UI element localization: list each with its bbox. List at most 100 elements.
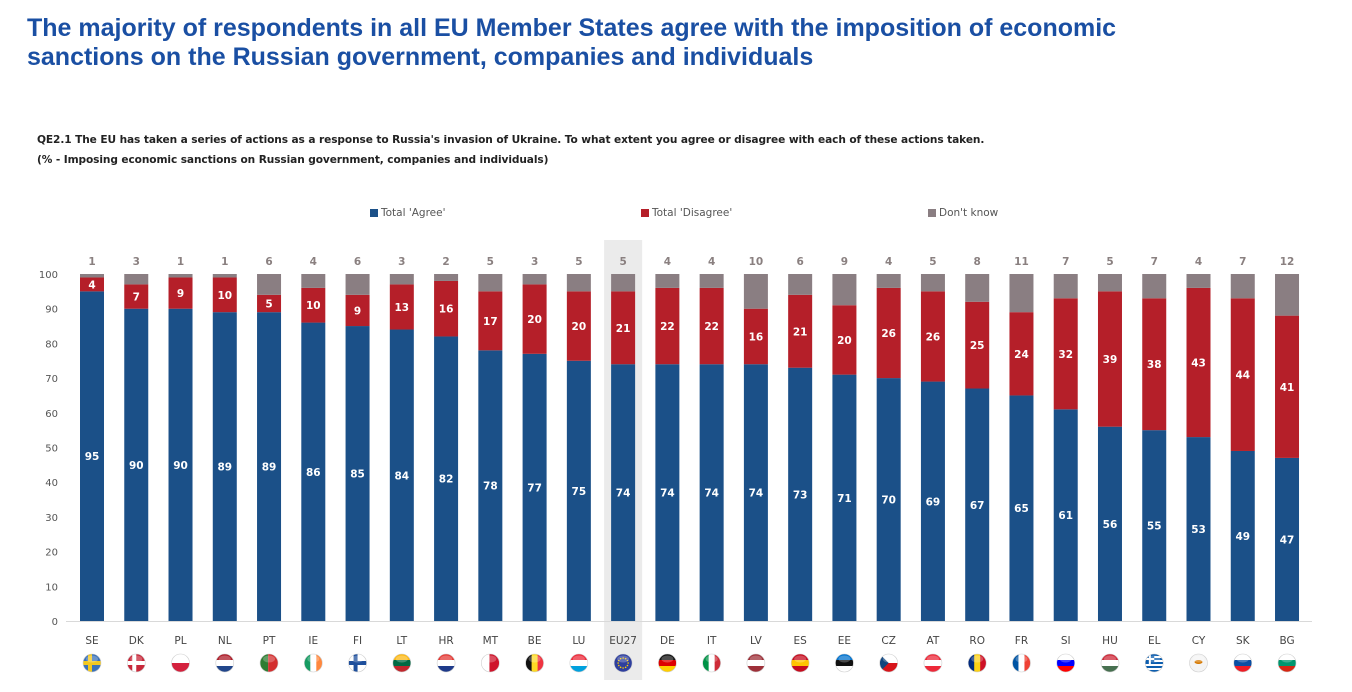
x-tick-label: FR <box>1015 635 1028 647</box>
data-label-agree: 65 <box>1014 503 1029 515</box>
data-label-agree: 90 <box>129 460 144 472</box>
data-label-disagree: 22 <box>704 321 719 333</box>
x-tick-label: SI <box>1061 635 1071 647</box>
data-label-agree: 89 <box>217 462 232 474</box>
x-tick-label: DK <box>129 635 145 647</box>
bar-disagree-cy <box>1186 287 1211 438</box>
data-label-disagree: 25 <box>970 340 985 352</box>
data-label-agree: 85 <box>350 469 365 481</box>
flag-icon-be <box>525 653 544 673</box>
data-label-dont-know: 6 <box>354 256 361 268</box>
bar-disagree-pl <box>168 277 193 309</box>
x-tick-label: HR <box>438 635 453 647</box>
data-label-agree: 70 <box>881 495 896 507</box>
data-label-agree: 74 <box>660 488 675 500</box>
data-label-disagree: 13 <box>395 302 410 314</box>
flag-icon-ee <box>835 653 854 673</box>
y-tick-label: 30 <box>45 513 58 524</box>
bar-agree-at <box>920 381 945 621</box>
bar-dontknow-si <box>1053 274 1078 299</box>
bar-disagree-ro <box>965 301 990 389</box>
flag-icon-lv <box>746 653 766 673</box>
x-tick-label: EE <box>838 635 851 647</box>
data-label-agree: 56 <box>1103 519 1118 531</box>
bar-agree-el <box>1142 430 1167 621</box>
bar-agree-si <box>1053 409 1078 621</box>
data-label-dont-know: 1 <box>88 256 95 268</box>
data-label-disagree: 17 <box>483 316 498 328</box>
bar-dontknow-mt <box>478 274 503 292</box>
y-tick-label: 40 <box>45 478 58 489</box>
data-label-disagree: 16 <box>749 331 764 343</box>
x-tick-label: NL <box>218 635 232 647</box>
data-label-disagree: 5 <box>265 298 272 310</box>
bar-disagree-si <box>1053 298 1078 410</box>
page-title: The majority of respondents in all EU Me… <box>27 14 1327 72</box>
bar-agree-bg <box>1275 457 1300 621</box>
bar-agree-cz <box>876 378 901 621</box>
data-label-dont-know: 9 <box>841 256 848 268</box>
data-label-agree: 89 <box>262 462 277 474</box>
bar-agree-hu <box>1097 426 1122 621</box>
bar-dontknow-el <box>1142 274 1167 299</box>
data-label-disagree: 21 <box>793 326 808 338</box>
bar-disagree-lu <box>566 291 591 361</box>
bar-dontknow-fr <box>1009 274 1034 313</box>
x-tick-label: AT <box>927 635 940 647</box>
bar-agree-se <box>80 291 104 621</box>
bar-disagree-eu27 <box>611 291 636 365</box>
legend-label-disagree: Total 'Disagree' <box>652 207 733 219</box>
flag-icon-lt <box>392 653 412 673</box>
bar-disagree-at <box>920 291 945 382</box>
data-label-disagree: 10 <box>217 290 232 302</box>
data-label-dont-know: 4 <box>1195 256 1202 268</box>
bar-disagree-fr <box>1009 312 1034 396</box>
bar-dontknow-nl <box>212 274 237 278</box>
bar-disagree-nl <box>212 277 237 313</box>
data-label-agree: 74 <box>616 488 631 500</box>
x-tick-label: LU <box>572 635 585 647</box>
flag-icon-pt <box>259 653 279 673</box>
legend-swatch-agree <box>370 209 378 217</box>
y-tick-label: 0 <box>52 617 58 628</box>
bar-dontknow-hu <box>1097 274 1122 292</box>
data-label-agree: 67 <box>970 500 985 512</box>
data-label-dont-know: 4 <box>708 256 715 268</box>
data-label-dont-know: 3 <box>531 256 538 268</box>
legend-item-agree: Total 'Agree' <box>370 207 446 219</box>
x-tick-label: IE <box>308 635 318 647</box>
x-tick-label: CY <box>1192 635 1206 647</box>
bar-agree-sk <box>1230 450 1255 621</box>
bar-disagree-bg <box>1275 315 1300 458</box>
bar-dontknow-be <box>522 274 547 285</box>
bar-agree-nl <box>212 312 237 621</box>
flag-icon-cy <box>1189 653 1208 673</box>
bar-dontknow-hr <box>434 274 459 281</box>
bar-disagree-mt <box>478 291 503 351</box>
flag-icon-hu <box>1100 653 1120 673</box>
bar-dontknow-ro <box>965 274 990 302</box>
x-tick-label: HU <box>1102 635 1118 647</box>
data-label-dont-know: 5 <box>1106 256 1113 268</box>
bar-disagree-hr <box>434 280 459 337</box>
flag-icon-hr <box>436 653 456 673</box>
data-label-dont-know: 3 <box>398 256 405 268</box>
data-label-dont-know: 6 <box>265 256 272 268</box>
y-tick-label: 100 <box>39 270 58 281</box>
bar-agree-de <box>655 364 680 621</box>
flag-icon-si <box>1056 653 1076 673</box>
flag-icon-fr <box>1012 653 1031 673</box>
flag-icon-nl <box>215 653 235 673</box>
stacked-bar-chart: 01020304050607080901009541SE9073DK9091PL… <box>39 240 1312 680</box>
bar-dontknow-se <box>80 274 104 278</box>
bar-disagree-dk <box>124 284 149 309</box>
bar-agree-eu27 <box>611 364 636 621</box>
bar-disagree-lt <box>389 284 414 330</box>
bar-disagree-hu <box>1097 291 1122 427</box>
data-label-dont-know: 7 <box>1062 256 1069 268</box>
bar-disagree-it <box>699 287 724 365</box>
data-label-agree: 75 <box>572 486 587 498</box>
flag-icon-es <box>790 653 810 673</box>
data-label-agree: 47 <box>1280 534 1295 546</box>
data-label-agree: 77 <box>527 482 542 494</box>
